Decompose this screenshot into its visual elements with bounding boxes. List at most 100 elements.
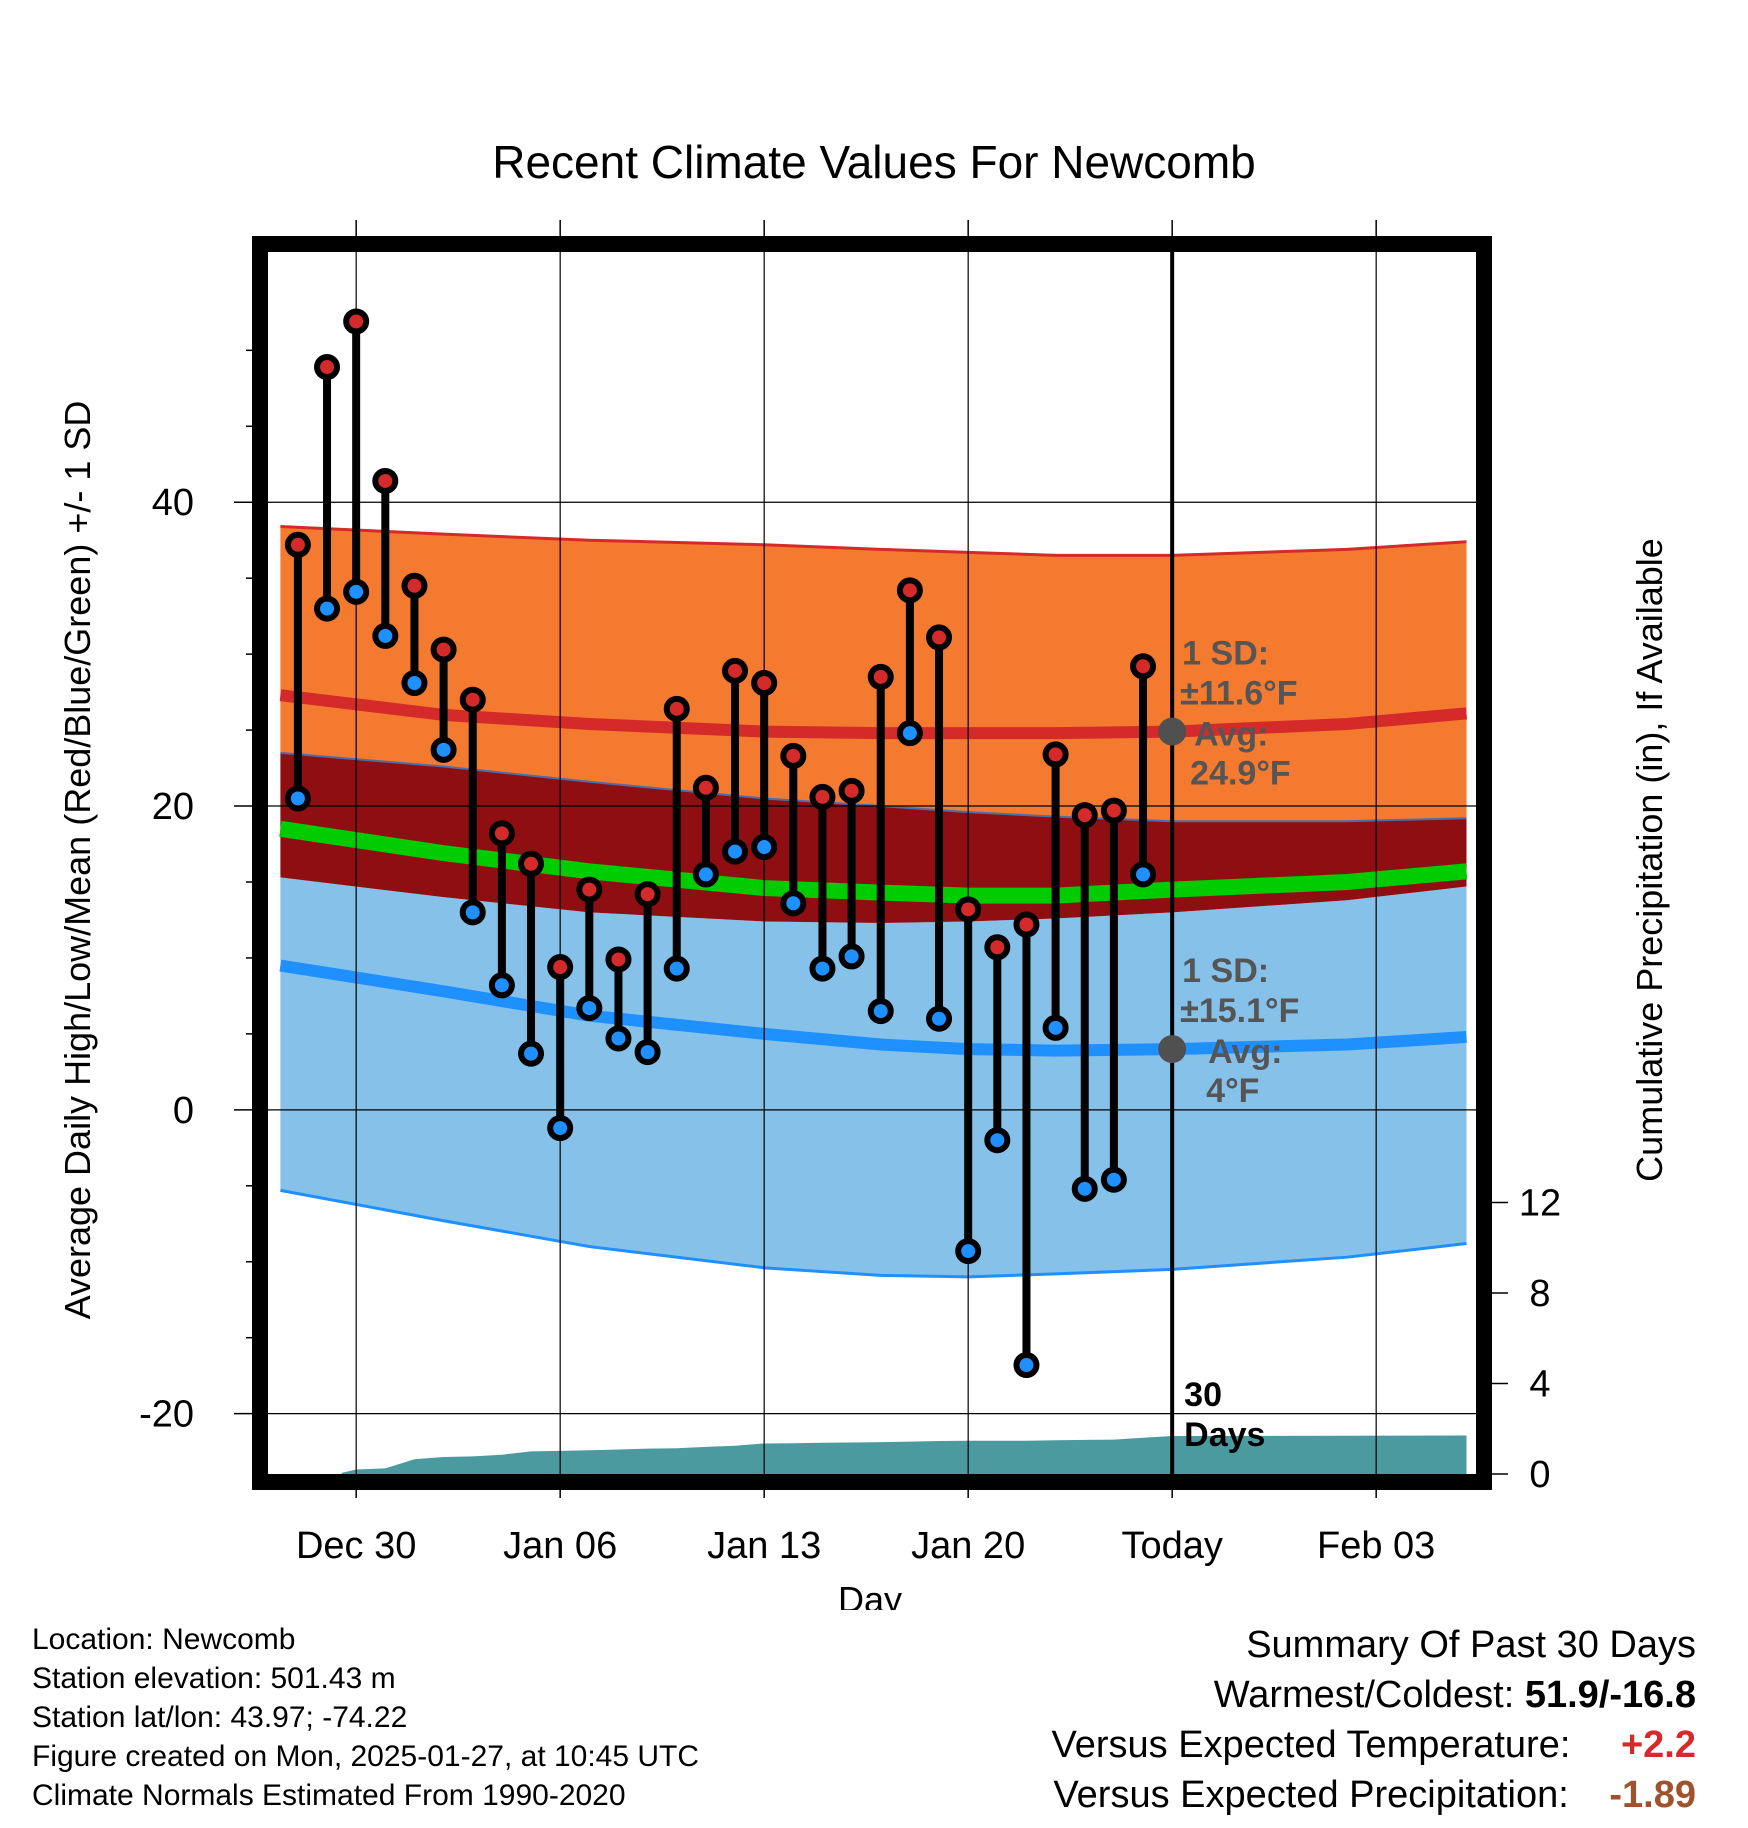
daily-high-point — [605, 946, 632, 973]
daily-high-point — [867, 663, 894, 690]
daily-high-point — [926, 624, 953, 651]
x-tick-label: Jan 20 — [911, 1525, 1025, 1567]
x-axis-label: Day — [838, 1579, 902, 1610]
y-axis-label-right: Cumulative Precipitation (in), If Availa… — [1629, 538, 1670, 1182]
x-tick-label: Dec 30 — [296, 1525, 416, 1567]
daily-low-point — [867, 998, 894, 1025]
daily-low-point — [955, 1238, 982, 1265]
daily-low-point — [809, 955, 836, 982]
temp-label: Versus Expected Temperature: — [1051, 1724, 1571, 1766]
high-annotation-line: ±11.6°F — [1180, 675, 1297, 713]
daily-high-point — [547, 954, 574, 981]
daily-low-point — [1100, 1166, 1127, 1193]
daily-high-point — [984, 934, 1011, 961]
daily-high-point — [1130, 653, 1157, 680]
daily-low-point — [1013, 1352, 1040, 1379]
daily-high-point — [284, 531, 311, 558]
daily-high-point — [488, 820, 515, 847]
normals-text: Climate Normals Estimated From 1990-2020 — [32, 1779, 626, 1812]
low-sd-lower-line — [280, 1188, 1467, 1279]
warm-cold-value: 51.9/-16.8 — [1524, 1674, 1696, 1716]
precipitation-area — [341, 1435, 1467, 1474]
daily-high-point — [751, 669, 778, 696]
daily-low-point — [692, 861, 719, 888]
x-tick-label: Jan 13 — [707, 1525, 821, 1567]
daily-high-point — [343, 308, 370, 335]
y-tick-label: 20 — [152, 786, 194, 828]
daily-low-point — [605, 1025, 632, 1052]
y-axis-label: Average Daily High/Low/Mean (Red/Blue/Gr… — [57, 401, 98, 1320]
plot-area — [268, 252, 1476, 1474]
daily-low-point — [284, 785, 311, 812]
daily-low-point — [343, 578, 370, 605]
daily-low-point — [722, 838, 749, 865]
daily-high-point — [1042, 741, 1069, 768]
daily-low-point — [926, 1005, 953, 1032]
summary-heading: Summary Of Past 30 Days — [1246, 1624, 1696, 1666]
low-sd-band — [280, 877, 1467, 1277]
daily-low-point — [488, 972, 515, 999]
daily-high-point — [780, 742, 807, 769]
overlap-band — [280, 752, 1467, 924]
daily-high-point — [576, 876, 603, 903]
y-right-tick-label: 8 — [1529, 1273, 1550, 1315]
daily-low-point — [1071, 1175, 1098, 1202]
daily-low-point — [401, 669, 428, 696]
precip-label: Versus Expected Precipitation: — [1053, 1774, 1569, 1816]
precip-value: -1.89 — [1609, 1774, 1696, 1816]
days-label-word: Days — [1184, 1416, 1265, 1454]
daily-low-point — [547, 1115, 574, 1142]
low-annotation-line: ±15.1°F — [1180, 992, 1299, 1030]
x-tick-label: Feb 03 — [1317, 1525, 1435, 1567]
daily-low-point — [576, 995, 603, 1022]
y-tick-label: 0 — [173, 1090, 194, 1132]
station-info: Location: Newcomb Station elevation: 501… — [32, 1620, 699, 1815]
daily-low-point — [780, 890, 807, 917]
warm-cold-label: Warmest/Coldest: — [1213, 1674, 1515, 1716]
daily-high-point — [634, 881, 661, 908]
daily-high-point — [663, 695, 690, 722]
daily-high-point — [518, 850, 545, 877]
daily-high-point — [1013, 911, 1040, 938]
high-sd-upper-line — [280, 525, 1467, 557]
daily-high-point — [1100, 797, 1127, 824]
y-right-tick-label: 12 — [1519, 1182, 1561, 1224]
x-tick-label: Today — [1121, 1525, 1222, 1567]
low-normal-point — [1158, 1035, 1187, 1064]
daily-high-point — [722, 657, 749, 684]
normal-mean-line — [279, 820, 1468, 904]
daily-high-point — [896, 577, 923, 604]
latlon-text: Station lat/lon: 43.97; -74.22 — [32, 1701, 408, 1734]
daily-low-point — [314, 595, 341, 622]
daily-low-point — [1130, 861, 1157, 888]
daily-low-point — [1042, 1014, 1069, 1041]
daily-low-point — [634, 1039, 661, 1066]
normal-low-line — [279, 959, 1467, 1057]
high-annotation-line: Avg: — [1194, 716, 1268, 754]
daily-low-point — [663, 955, 690, 982]
x-tick-label: Jan 06 — [503, 1525, 617, 1567]
daily-high-point — [430, 636, 457, 663]
y-right-tick-label: 4 — [1529, 1363, 1550, 1405]
high-annotation-line: 24.9°F — [1190, 755, 1291, 793]
high-sd-lower-line — [280, 751, 1467, 823]
y-right-tick-label: 0 — [1529, 1454, 1550, 1496]
low-annotation-line: Avg: — [1208, 1033, 1282, 1071]
high-normal-point — [1158, 717, 1187, 746]
daily-low-point — [372, 622, 399, 649]
daily-low-point — [430, 736, 457, 763]
daily-low-point — [896, 720, 923, 747]
climate-chart: Recent Climate Values For Newcomb Dec 30… — [57, 136, 1670, 1610]
high-annotation-line: 1 SD: — [1182, 635, 1269, 673]
daily-low-point — [518, 1040, 545, 1067]
daily-high-point — [955, 896, 982, 923]
created-text: Figure created on Mon, 2025-01-27, at 10… — [32, 1740, 700, 1773]
daily-high-point — [1071, 802, 1098, 829]
daily-high-point — [692, 774, 719, 801]
elevation-text: Station elevation: 501.43 m — [32, 1662, 396, 1695]
daily-high-point — [372, 467, 399, 494]
daily-high-point — [838, 777, 865, 804]
chart-title: Recent Climate Values For Newcomb — [492, 136, 1256, 188]
y-tick-label: 40 — [152, 482, 194, 524]
location-text: Location: Newcomb — [32, 1623, 296, 1656]
